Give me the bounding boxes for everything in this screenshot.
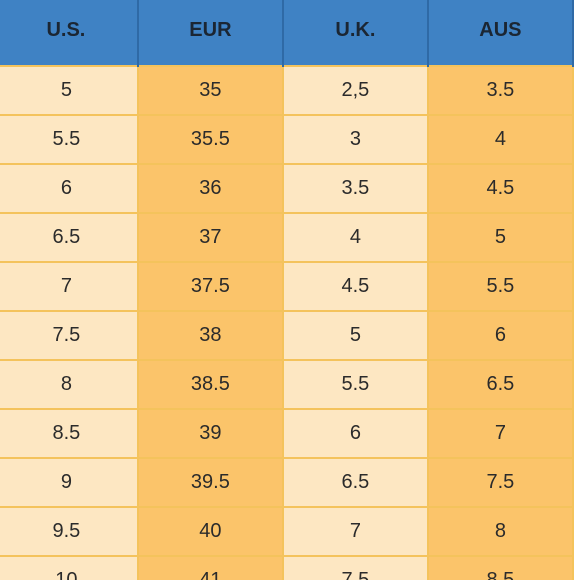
cell-us: 7.5 (0, 310, 139, 361)
cell-us: 5 (0, 65, 139, 116)
cell-eur: 38 (136, 310, 284, 361)
cell-eur: 35.5 (136, 114, 284, 165)
table-row: 8 38.5 5.5 6.5 (0, 359, 575, 410)
cell-eur: 35 (136, 65, 284, 116)
cell-uk: 3.5 (281, 163, 429, 214)
cell-us: 9.5 (0, 506, 139, 557)
cell-uk: 5.5 (281, 359, 429, 410)
cell-aus: 7 (426, 408, 575, 459)
cell-aus: 6.5 (426, 359, 575, 410)
header-uk: U.K. (282, 0, 429, 66)
cell-eur: 40 (136, 506, 284, 557)
cell-aus: 3.5 (426, 65, 575, 116)
cell-eur: 38.5 (136, 359, 284, 410)
table-row: 5.5 35.5 3 4 (0, 114, 575, 165)
table-row: 7 37.5 4.5 5.5 (0, 261, 575, 312)
cell-uk: 6.5 (281, 457, 429, 508)
cell-eur: 39.5 (136, 457, 284, 508)
cell-uk: 4 (281, 212, 429, 263)
cell-uk: 7.5 (281, 555, 429, 580)
cell-us: 9 (0, 457, 139, 508)
cell-aus: 7.5 (426, 457, 575, 508)
cell-eur: 37 (136, 212, 284, 263)
cell-aus: 8 (426, 506, 575, 557)
header-aus: AUS (427, 0, 575, 66)
cell-us: 10 (0, 555, 139, 580)
cell-uk: 4.5 (281, 261, 429, 312)
cell-aus: 4.5 (426, 163, 575, 214)
cell-eur: 41 (136, 555, 284, 580)
cell-uk: 6 (281, 408, 429, 459)
cell-us: 8 (0, 359, 139, 410)
cell-us: 7 (0, 261, 139, 312)
cell-aus: 5 (426, 212, 575, 263)
cell-uk: 7 (281, 506, 429, 557)
table-row: 6.5 37 4 5 (0, 212, 575, 263)
cell-uk: 3 (281, 114, 429, 165)
cell-aus: 4 (426, 114, 575, 165)
cell-aus: 6 (426, 310, 575, 361)
table-row: 9.5 40 7 8 (0, 506, 575, 557)
header-eur: EUR (137, 0, 284, 66)
cell-aus: 8.5 (426, 555, 575, 580)
cell-uk: 5 (281, 310, 429, 361)
cell-eur: 39 (136, 408, 284, 459)
table-row: 10 41 7.5 8.5 (0, 555, 575, 580)
table-row: 5 35 2,5 3.5 (0, 65, 575, 116)
cell-us: 5.5 (0, 114, 139, 165)
table-row: 9 39.5 6.5 7.5 (0, 457, 575, 508)
cell-us: 8.5 (0, 408, 139, 459)
cell-us: 6.5 (0, 212, 139, 263)
cell-eur: 37.5 (136, 261, 284, 312)
cell-aus: 5.5 (426, 261, 575, 312)
cell-uk: 2,5 (281, 65, 429, 116)
cell-us: 6 (0, 163, 139, 214)
table-row: 7.5 38 5 6 (0, 310, 575, 361)
table-row: 6 36 3.5 4.5 (0, 163, 575, 214)
table-row: 8.5 39 6 7 (0, 408, 575, 459)
header-row: U.S. EUR U.K. AUS (0, 0, 575, 66)
header-us: U.S. (0, 0, 139, 66)
cell-eur: 36 (136, 163, 284, 214)
